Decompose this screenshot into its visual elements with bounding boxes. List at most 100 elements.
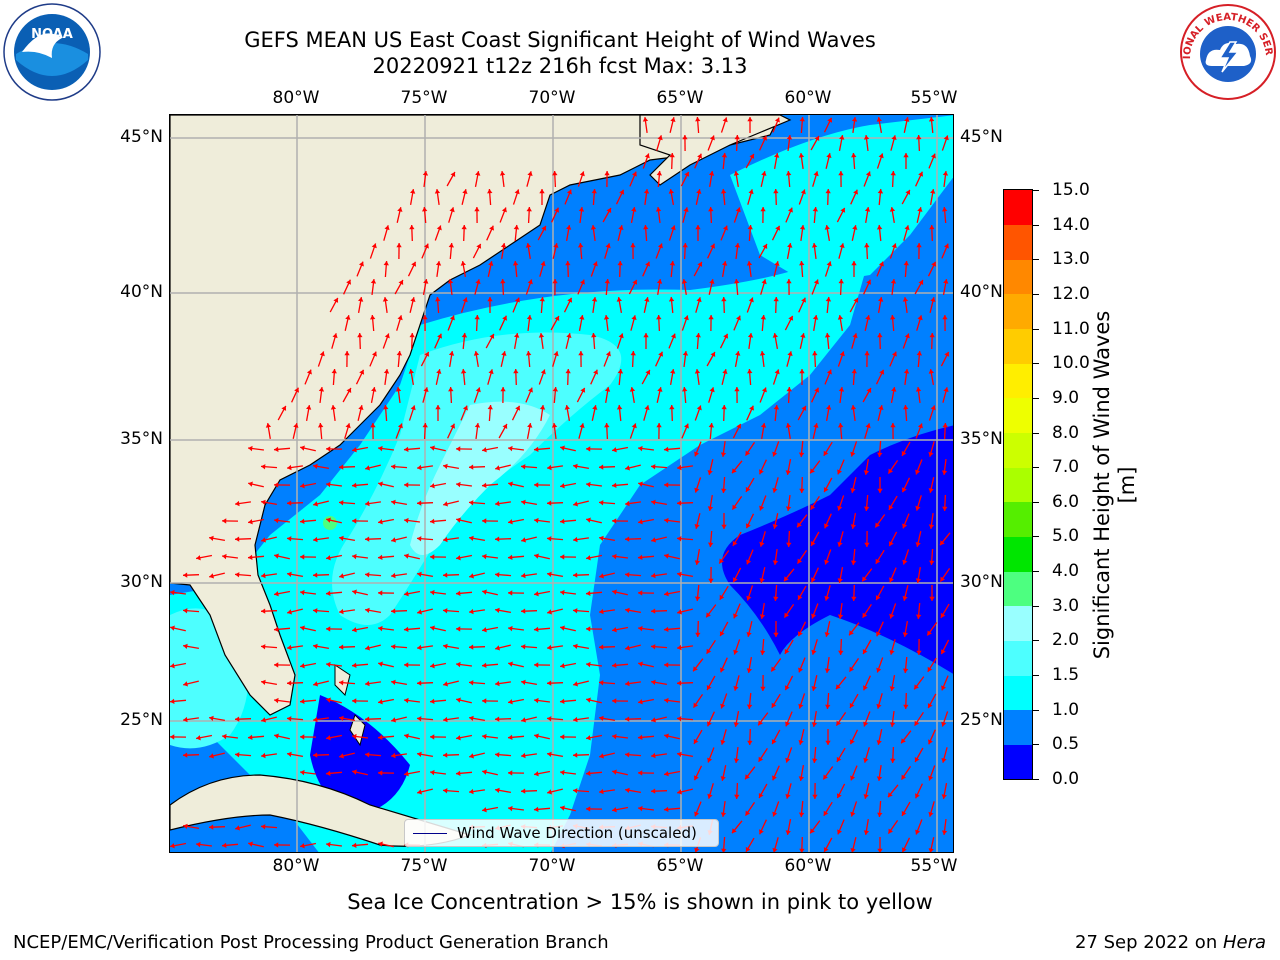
wave-arrow-head	[664, 697, 669, 704]
wave-arrow-head	[300, 734, 305, 740]
colorbar-label: 0.5	[1052, 734, 1080, 755]
wave-arrow-head	[378, 699, 383, 705]
wave-arrow-head	[382, 297, 389, 302]
credit-text: NCEP/EMC/Verification Post Processing Pr…	[13, 932, 609, 953]
wave-arrow-head	[916, 614, 922, 619]
wave-arrow-head	[839, 243, 845, 248]
wave-arrow-head	[721, 848, 727, 852]
wave-arrow-head	[771, 739, 777, 745]
wave-arrow-head	[890, 315, 896, 320]
wave-arrow-head	[370, 423, 376, 428]
wave-arrow-head	[339, 644, 344, 650]
legend-label: Wind Wave Direction (unscaled)	[457, 824, 697, 842]
wave-arrow-head	[397, 423, 403, 429]
wave-arrow-head	[694, 596, 701, 601]
wave-arrow-head	[877, 452, 883, 457]
wave-arrow-head	[643, 189, 650, 194]
wave-arrow-head	[358, 405, 364, 410]
wave-arrow-head	[500, 279, 506, 284]
wave-arrow-head	[183, 823, 188, 829]
wave-arrow-head	[274, 662, 279, 668]
wave-arrow-head	[719, 631, 725, 637]
wave-arrow-head	[658, 351, 663, 357]
wave-arrow-head	[866, 279, 871, 285]
wave-arrow-head	[638, 445, 643, 452]
wave-arrow-head	[798, 812, 805, 817]
wave-arrow-head	[604, 387, 611, 392]
wave-arrow-head	[877, 189, 884, 194]
wave-arrow-head	[631, 207, 637, 212]
wave-arrow-head	[469, 573, 474, 579]
wave-arrow-head	[930, 189, 936, 194]
wave-arrow-head	[482, 733, 487, 740]
wave-arrow-head	[696, 297, 702, 303]
wave-arrow-head	[891, 135, 897, 140]
wave-arrow-head	[944, 243, 949, 249]
wave-arrow-head	[651, 644, 656, 650]
wave-arrow-head	[488, 369, 494, 375]
wave-arrow-head	[547, 716, 552, 722]
wave-arrow-head	[326, 517, 331, 523]
wave-arrow-head	[619, 189, 625, 195]
wave-arrow-head	[474, 315, 480, 320]
wave-arrow-head	[664, 662, 669, 668]
wave-arrow-head	[812, 351, 818, 356]
wave-arrow-head	[876, 225, 883, 230]
wave-arrow-head	[326, 555, 331, 561]
colorbar-tick	[1033, 605, 1039, 607]
wave-arrow-head	[838, 387, 845, 392]
colorbar-tick	[1033, 501, 1039, 503]
wave-arrow-head	[352, 698, 357, 704]
wave-arrow-head	[456, 661, 461, 668]
wave-arrow-head	[878, 153, 884, 159]
wave-arrow-head	[514, 297, 520, 303]
wave-arrow-head	[435, 261, 442, 266]
wave-arrow-head	[534, 771, 539, 777]
wave-arrow-head	[534, 697, 539, 704]
wave-arrow-head	[460, 369, 467, 374]
wave-arrow-head	[521, 499, 526, 505]
wave-arrow-head	[573, 536, 578, 543]
wave-arrow-head	[787, 351, 793, 356]
wave-arrow-head	[708, 542, 714, 547]
wave-arrow-head	[838, 171, 844, 176]
wave-arrow-head	[736, 315, 741, 321]
wave-arrow-head	[732, 828, 737, 834]
wave-arrow-head	[287, 680, 292, 686]
wave-arrow-head	[339, 464, 344, 470]
colorbar-label: 12.0	[1052, 283, 1090, 304]
wave-arrow-head	[534, 662, 539, 668]
wave-arrow-head	[904, 333, 910, 339]
colorbar-swatch	[1004, 328, 1032, 364]
wave-arrow-head	[534, 553, 539, 559]
wave-arrow-head	[456, 481, 461, 488]
wave-arrow-head	[693, 775, 699, 781]
wave-arrow-head	[878, 261, 884, 267]
wave-arrow-head	[903, 261, 909, 266]
wave-arrow-head	[326, 446, 331, 452]
wave-arrow-head	[677, 609, 682, 615]
wave-arrow-head	[482, 589, 487, 595]
wave-arrow-head	[942, 207, 948, 212]
wave-arrow-head	[573, 501, 578, 507]
wave-arrow-head	[469, 788, 474, 795]
wave-arrow-head	[612, 627, 617, 633]
wave-arrow-head	[417, 571, 422, 577]
wave-arrow-head	[449, 207, 455, 213]
wave-arrow-head	[339, 535, 344, 541]
wave-arrow-head	[814, 136, 820, 141]
wave-arrow-head	[287, 609, 292, 615]
wave-arrow-head	[638, 661, 643, 667]
wave-arrow-head	[495, 607, 500, 613]
wave-arrow-head	[612, 482, 617, 488]
wave-arrow-head	[417, 536, 422, 542]
wave-arrow-head	[940, 540, 945, 546]
wave-arrow-head	[222, 553, 227, 560]
wave-arrow-head	[462, 405, 468, 411]
wave-arrow-head	[694, 451, 700, 457]
wave-arrow-head	[170, 843, 175, 849]
wave-arrow-head	[300, 769, 305, 776]
wave-arrow-head	[396, 243, 402, 248]
wave-arrow-head	[631, 315, 637, 320]
wave-arrow-head	[786, 542, 792, 547]
